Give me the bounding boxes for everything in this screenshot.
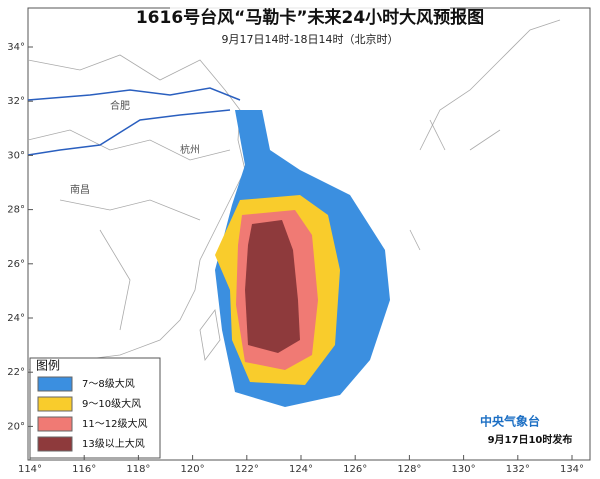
legend-swatch bbox=[37, 396, 73, 412]
lat-tick-label: 34° bbox=[7, 42, 25, 53]
legend-swatch bbox=[37, 416, 73, 432]
legend-label: 9～10级大风 bbox=[82, 397, 141, 410]
lon-tick-label: 124° bbox=[289, 464, 313, 475]
lon-tick-label: 116° bbox=[72, 464, 96, 475]
lat-tick-label: 20° bbox=[7, 421, 25, 432]
legend-label: 13级以上大风 bbox=[82, 437, 145, 450]
lon-tick-label: 122° bbox=[235, 464, 259, 475]
city-label: 合肥 bbox=[110, 99, 130, 112]
city-label: 杭州 bbox=[180, 143, 200, 156]
lon-tick-label: 120° bbox=[181, 464, 205, 475]
publisher: 中央气象台 bbox=[480, 414, 540, 429]
lat-tick-label: 24° bbox=[7, 313, 25, 324]
legend-label: 7～8级大风 bbox=[82, 377, 135, 390]
lon-tick-label: 128° bbox=[397, 464, 421, 475]
subtitle: 9月17日14时-18日14时（北京时） bbox=[222, 32, 399, 46]
lon-tick-label: 134° bbox=[560, 464, 584, 475]
lon-tick-label: 130° bbox=[452, 464, 476, 475]
legend-label: 11～12级大风 bbox=[82, 417, 147, 430]
lat-tick-label: 30° bbox=[7, 150, 25, 161]
lat-tick-label: 26° bbox=[7, 259, 25, 270]
lon-tick-label: 132° bbox=[506, 464, 530, 475]
title-backdrop bbox=[170, 4, 450, 50]
legend-title: 图例 bbox=[36, 359, 60, 373]
lat-tick-label: 22° bbox=[7, 367, 25, 378]
issued: 9月17日10时发布 bbox=[488, 433, 573, 446]
lat-tick-label: 28° bbox=[7, 205, 25, 216]
legend-swatch bbox=[37, 376, 73, 392]
lat-tick-label: 32° bbox=[7, 96, 25, 107]
wind-zone bbox=[245, 220, 300, 353]
legend-swatch bbox=[37, 436, 73, 452]
rivers bbox=[27, 87, 241, 156]
lon-tick-label: 114° bbox=[18, 464, 42, 475]
borders bbox=[27, 19, 561, 371]
legend: 图例 7～8级大风 9～10级大风 11～12级大风 13级以上大风 bbox=[29, 357, 161, 459]
lon-tick-label: 118° bbox=[126, 464, 150, 475]
title: 1616号台风“马勒卡”未来24小时大风预报图 bbox=[136, 7, 484, 28]
lon-tick-label: 126° bbox=[343, 464, 367, 475]
city-label: 南昌 bbox=[70, 183, 90, 196]
